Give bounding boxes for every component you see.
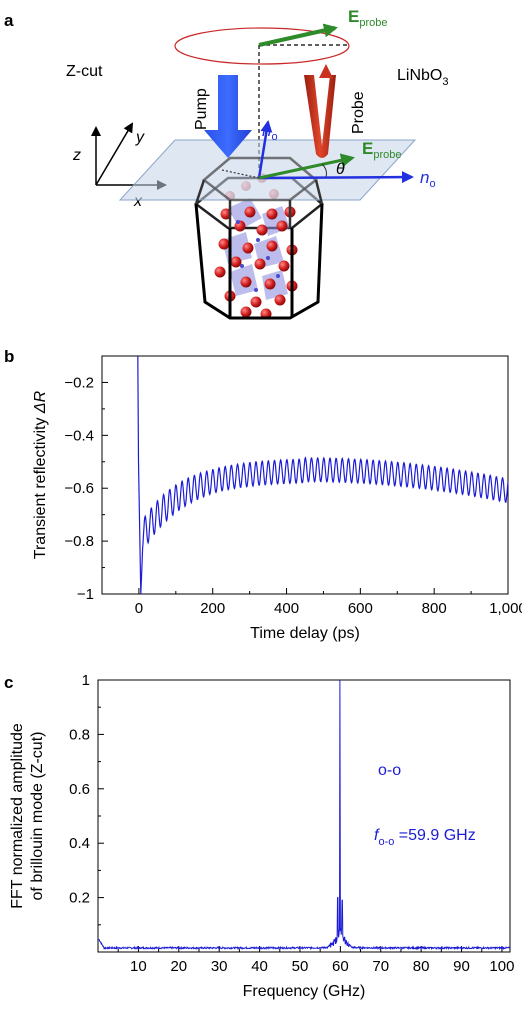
probe-arrow-head [319, 64, 333, 78]
chart-c-xtick-label: 70 [372, 958, 389, 975]
chart-c-xlabel: Frequency (GHz) [243, 983, 366, 1000]
chart-b-xlabel: Time delay (ps) [250, 625, 360, 642]
axis-x-label: x [133, 193, 143, 210]
chart-b-xtick-label: 800 [422, 600, 447, 617]
chart-c-ytick-label: 1 [82, 672, 90, 689]
n-o-horizontal-arrow [258, 171, 414, 184]
chart-b-frame [101, 355, 509, 595]
chart-c-frame [97, 679, 511, 953]
e-probe-mid-arrow [258, 153, 355, 180]
chart-c-annotation-frequency: fo-o =59.9 GHz [374, 827, 476, 848]
chart-b-ylabel: Transient reflectivity ΔR [32, 390, 49, 559]
panel-a: a Z-cut LiNbO3 Eprobe x y z [4, 7, 448, 320]
probe-rotation-ellipse [174, 27, 350, 65]
chart-c-ytick-label: 0.8 [69, 726, 90, 743]
chart-b-series-line [137, 355, 509, 595]
axis-y-label: y [135, 129, 145, 146]
chart-c-xtick-label: 60 [332, 958, 349, 975]
chart-b-tick-labels: 0 200 400 600 800 1,000 −1 −0.8 −0.6 −0.4 −0.2 [64, 374, 522, 617]
e-probe-top-label: Eprobe [348, 7, 387, 29]
chart-c-xtick-label: 30 [211, 958, 228, 975]
pump-label: Pump [193, 88, 210, 130]
e-probe-top-arrow [258, 23, 338, 47]
panel-a-letter: a [4, 11, 14, 30]
panel-b-letter: b [4, 347, 14, 366]
panel-c-letter: c [4, 673, 13, 692]
chart-c-ytick-label: 0.4 [69, 835, 90, 852]
chart-b-xtick-label: 600 [348, 600, 373, 617]
chart-b-ytick-label: −0.2 [64, 374, 94, 391]
e-probe-mid-label: Eprobe [362, 139, 401, 161]
chart-c-ylabel-line2: of brillouin mode (Z-cut) [29, 732, 46, 901]
theta-label: θ [336, 161, 345, 178]
theta-arc [321, 163, 327, 178]
chart-b-ytick-label: −0.8 [64, 533, 94, 550]
chart-c-xtick-label: 100 [489, 958, 514, 975]
z-cut-label: Z-cut [66, 63, 103, 80]
chart-c-xtick-label: 90 [453, 958, 470, 975]
chart-c-xtick-label: 50 [292, 958, 309, 975]
chart-c-ticks [98, 679, 503, 952]
chart-c-xtick-label: 80 [413, 958, 430, 975]
chart-c-xtick-label: 40 [251, 958, 268, 975]
probe-beam [304, 75, 336, 158]
chart-c-tick-labels: 10 20 30 40 50 60 70 80 90 100 0.2 0.4 0.6 0.8 1 [69, 672, 514, 975]
n-o-vertical-label: no [262, 121, 278, 143]
chart-b-xtick-label: 0 [135, 600, 143, 617]
chart-b-xtick-label: 1,000 [489, 600, 522, 617]
panel-c: c 10 20 30 40 50 60 70 80 90 100 0.2 0.4 0.6 0.8 1 Fre… [4, 672, 514, 1000]
chart-c-series-line [98, 679, 511, 951]
material-label: LiNbO3 [397, 67, 448, 88]
chart-b-xtick-label: 400 [274, 600, 299, 617]
probe-label: Probe [350, 91, 367, 134]
chart-c-ytick-label: 0.2 [69, 890, 90, 907]
pump-arrow [204, 75, 252, 158]
axis-z-label: z [72, 147, 81, 164]
panel-b: b 0 200 400 600 800 1,000 −1 −0.8 −0.6 −0.4 −0.2 T… [4, 347, 522, 642]
chart-b-ticks [101, 355, 509, 595]
chart-c-ytick-label: 0.6 [69, 781, 90, 798]
chart-b-ytick-label: −0.4 [64, 427, 94, 444]
n-o-horizontal-label: no [420, 168, 436, 190]
chart-b-ytick-label: −0.6 [64, 480, 94, 497]
chart-b-ytick-label: −1 [77, 586, 94, 603]
chart-c-xtick-label: 20 [170, 958, 187, 975]
xyz-axes: x y z [72, 122, 167, 210]
chart-c-annotation-mode: o-o [378, 762, 401, 779]
chart-b-xtick-label: 200 [200, 600, 225, 617]
n-o-vertical-arrow [257, 120, 273, 179]
chart-c-ylabel-line1: FFT normalized amplitude [9, 723, 26, 909]
chart-c-xtick-label: 10 [130, 958, 147, 975]
